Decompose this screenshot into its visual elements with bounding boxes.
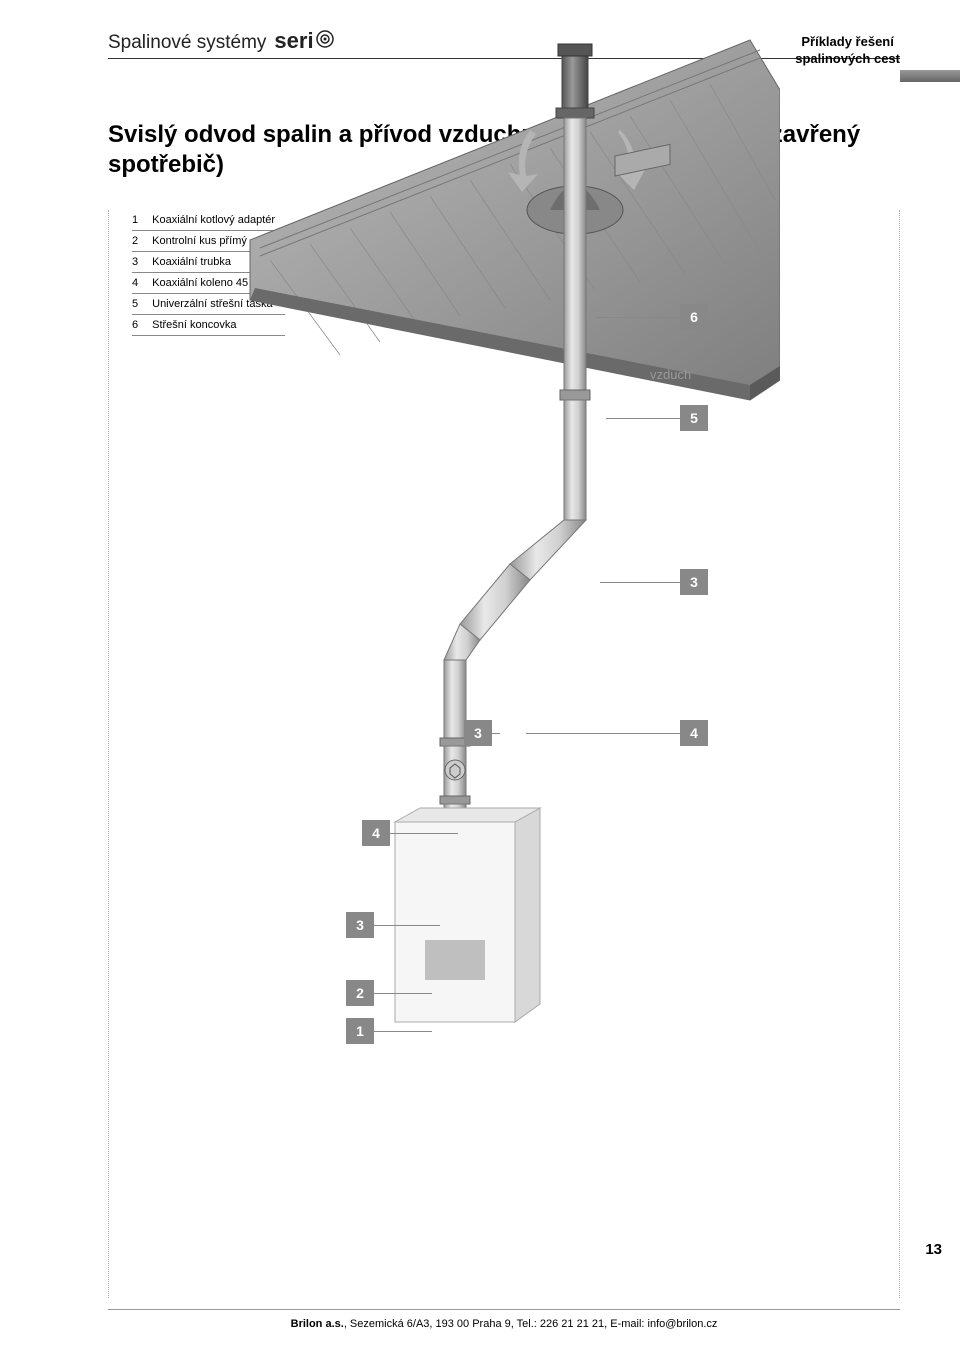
callout-badge: 2 bbox=[346, 980, 374, 1006]
pipe-diagonal bbox=[460, 564, 530, 640]
callout-line bbox=[374, 993, 432, 994]
subtitle-line2: spalinových cest bbox=[795, 51, 900, 68]
callout-badge: 4 bbox=[680, 720, 708, 746]
callout-line bbox=[492, 733, 500, 734]
roof-terminal bbox=[556, 44, 594, 118]
air-label: vzduch bbox=[650, 367, 691, 382]
legend-num: 1 bbox=[132, 210, 152, 231]
header-subtitle: Příklady řešení spalinových cest bbox=[795, 34, 900, 68]
header-accent-bar bbox=[900, 70, 960, 82]
callout-badge: 3 bbox=[680, 569, 708, 595]
inspection-piece bbox=[444, 746, 466, 796]
page-footer: Brilon a.s., Sezemická 6/A3, 193 00 Prah… bbox=[108, 1309, 900, 1330]
callout-line bbox=[374, 925, 440, 926]
footer-rest: , Sezemická 6/A3, 193 00 Praha 9, Tel.: … bbox=[344, 1318, 718, 1330]
legend-num: 5 bbox=[132, 294, 152, 315]
footer-company: Brilon a.s. bbox=[291, 1318, 344, 1330]
legend-num: 4 bbox=[132, 273, 152, 294]
callout-line bbox=[374, 1031, 432, 1032]
callout-badge: 3 bbox=[464, 720, 492, 746]
subtitle-line1: Příklady řešení bbox=[795, 34, 900, 51]
pipe-joint-1 bbox=[560, 390, 590, 400]
roof bbox=[250, 40, 780, 400]
elbow-upper bbox=[510, 400, 586, 580]
callout-badge: 4 bbox=[362, 820, 390, 846]
legend-num: 6 bbox=[132, 315, 152, 336]
callout-line bbox=[596, 317, 680, 318]
callout-line bbox=[600, 582, 680, 583]
page-number: 13 bbox=[925, 1241, 942, 1258]
flue-diagram bbox=[220, 0, 780, 1040]
callout-badge: 6 bbox=[680, 304, 708, 330]
boiler bbox=[395, 808, 540, 1022]
legend-num: 3 bbox=[132, 252, 152, 273]
legend-num: 2 bbox=[132, 231, 152, 252]
pipe-upper bbox=[564, 118, 586, 398]
callout-badge: 3 bbox=[346, 912, 374, 938]
callout-line bbox=[526, 733, 680, 734]
pipe-lower bbox=[444, 660, 466, 740]
callout-badge: 1 bbox=[346, 1018, 374, 1044]
callout-line bbox=[606, 418, 680, 419]
callout-badge: 5 bbox=[680, 405, 708, 431]
callout-line bbox=[390, 833, 458, 834]
